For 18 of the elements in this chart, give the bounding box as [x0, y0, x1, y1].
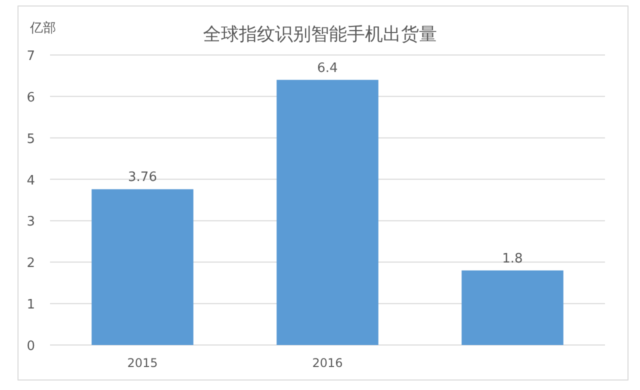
bar [462, 270, 564, 345]
y-tick-label: 6 [26, 90, 35, 106]
y-tick-label: 5 [26, 132, 35, 147]
y-tick-label: 2 [26, 256, 35, 272]
y-tick-label: 7 [26, 49, 35, 64]
y-axis-title: 亿部 [29, 21, 56, 36]
data-label: 1.8 [502, 251, 523, 266]
y-tick-label: 1 [26, 298, 35, 313]
bar [276, 80, 378, 345]
data-label: 6.4 [317, 60, 338, 76]
x-tick-label: 2015 [127, 356, 158, 370]
y-tick-label: 4 [26, 173, 35, 188]
data-label: 3.76 [128, 170, 157, 186]
x-tick-label: 2016 [312, 356, 343, 370]
y-tick-label: 0 [26, 339, 35, 354]
y-tick-label: 3 [26, 214, 35, 230]
bar [92, 189, 194, 345]
chart-title: 全球指纹识别智能手机出货量 [203, 24, 437, 45]
